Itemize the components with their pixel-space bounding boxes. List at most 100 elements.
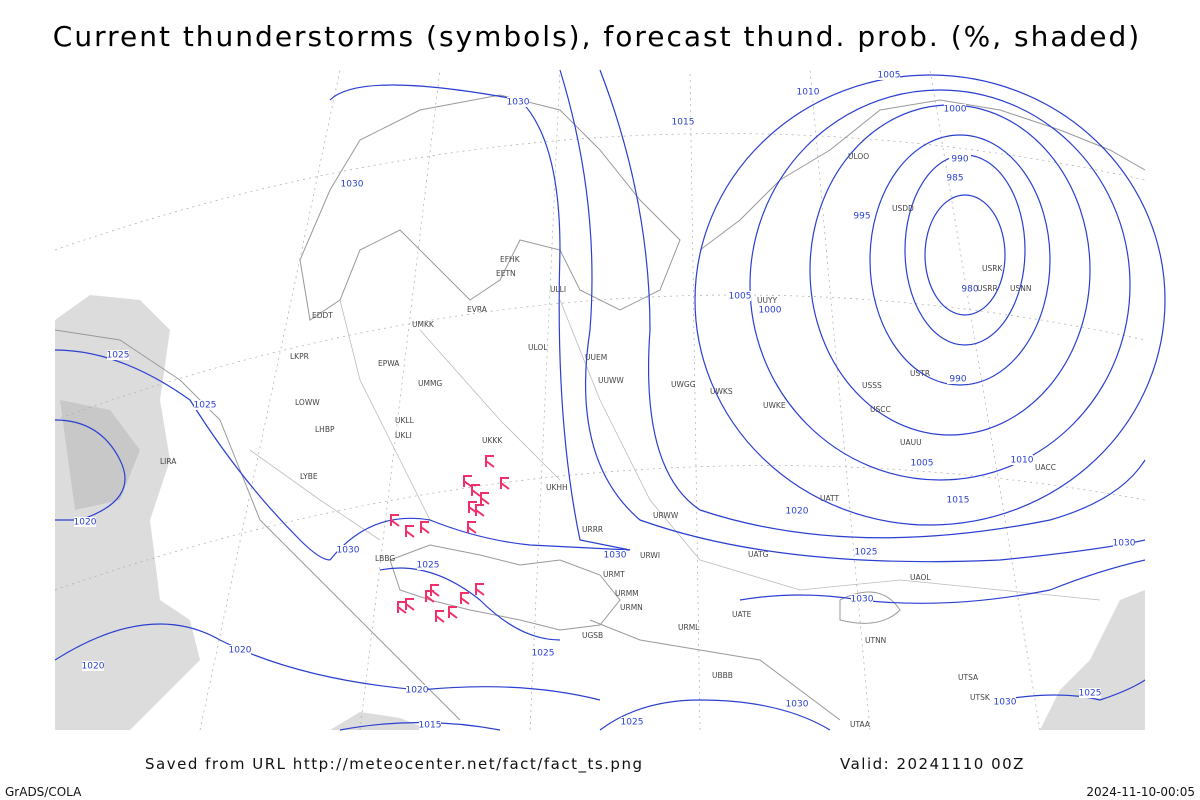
isobar-label-bg [621, 717, 643, 727]
isobar-label: 995 [853, 212, 870, 222]
station-label: EVRA [467, 305, 488, 314]
station-label: USTR [910, 369, 930, 378]
thunderstorm-symbol [420, 521, 430, 534]
isobar-label-bg [107, 350, 129, 360]
isobar-label-bg [947, 495, 969, 505]
title: Current thunderstorms (symbols), forecas… [53, 20, 1141, 53]
thunderstorm-symbol [425, 590, 435, 603]
station-label: UKLL [395, 416, 415, 425]
isobar-label-bg [851, 594, 873, 604]
station-label: UTNN [865, 636, 886, 645]
thunderstorm-symbols [390, 455, 510, 623]
timestamp: 2024-11-10-00:05 [1086, 785, 1195, 799]
isobar-label: 1010 [1011, 456, 1034, 466]
isobar-label: 1015 [947, 496, 970, 506]
isobar-label-bg [341, 179, 363, 189]
station-label: UBBB [712, 671, 733, 680]
isobar-label: 1020 [74, 518, 97, 528]
credit: GrADS/COLA [5, 785, 82, 799]
isobar-label: 1020 [229, 646, 252, 656]
station-label: UWKS [710, 387, 733, 396]
isobar-label: 980 [961, 285, 978, 295]
thunderstorm-symbol [405, 525, 415, 538]
station-label: URML [678, 623, 700, 632]
station-label: ULLI [550, 285, 566, 294]
station-label: UKKK [482, 436, 503, 445]
station-label: URRR [582, 525, 603, 534]
isobar-label-bg [959, 284, 981, 294]
isobar-label: 1010 [797, 88, 820, 98]
isobar-label-bg [1079, 688, 1101, 698]
isobar-label-bg [417, 560, 439, 570]
isobar-label: 1030 [851, 595, 874, 605]
borders [249, 299, 1101, 601]
isobar-label: 1020 [82, 662, 105, 672]
station-label: UTAA [850, 720, 871, 729]
isobar-label-bg [786, 506, 808, 516]
labels: 1030 1015 1010 1005 1000 990 985 995 980 990 1005 1… [74, 70, 1136, 731]
isobar-label-bg [672, 117, 694, 127]
isobar-label-bg [759, 305, 781, 315]
isobar-label: 985 [946, 174, 963, 184]
isobar-label-bg [82, 661, 104, 671]
station-label: EPWA [378, 359, 400, 368]
station-label: URWW [653, 511, 679, 520]
isobar-label: 1005 [911, 459, 934, 469]
isobar-label-bg [507, 97, 529, 107]
isobar-label-bg [1011, 455, 1033, 465]
isobar-label-bg [797, 87, 819, 97]
thunderstorm-symbol [471, 484, 481, 497]
isobar-label: 1030 [604, 551, 627, 561]
isobar-label: 990 [951, 155, 968, 165]
isobar-label: 1025 [194, 401, 217, 411]
isobar-label: 1020 [786, 507, 809, 517]
thunderstorm-symbol [467, 521, 477, 534]
station-label: EETN [496, 269, 516, 278]
valid-time: Valid: 20241110 00Z [840, 755, 1025, 773]
station-label: UTSA [958, 673, 979, 682]
isobar-label: 990 [949, 375, 966, 385]
isobar-label: 1025 [855, 548, 878, 558]
thunderstorm-symbol [460, 592, 470, 605]
station-label: LYBE [300, 472, 318, 481]
isobar-label-bg [944, 173, 966, 183]
thunderstorm-symbol [397, 601, 407, 614]
isobar-label: 1025 [621, 718, 644, 728]
isobar-label-bg [994, 697, 1016, 707]
isobar-label: 1030 [786, 700, 809, 710]
thunderstorm-symbol [475, 583, 485, 596]
isobar-label: 1020 [406, 686, 429, 696]
isobar-label: 1030 [1113, 539, 1136, 549]
isobar-label-bg [949, 154, 971, 164]
thunderstorm-symbol [435, 610, 445, 623]
thunderstorm-symbol [480, 492, 490, 505]
isobar-label-bg [947, 374, 969, 384]
thunderstorm-symbol [390, 514, 400, 527]
station-label: UMKK [412, 320, 435, 329]
isobar-label: 1005 [729, 292, 752, 302]
isobar-label-bg [194, 400, 216, 410]
isobar-label: 1025 [1079, 689, 1102, 699]
thunderstorm-symbol [405, 598, 415, 611]
station-label: URMN [620, 603, 643, 612]
isobar-label: 1025 [107, 351, 130, 361]
station-label: LIRA [160, 457, 177, 466]
station-label: UAUU [900, 438, 922, 447]
isobar-label-bg [878, 70, 900, 80]
isobar-label-bg [419, 720, 441, 730]
isobar-label: 1030 [341, 180, 364, 190]
isobar-label: 1015 [419, 721, 442, 731]
station-label: URMT [603, 570, 625, 579]
station-label: USSS [862, 381, 882, 390]
isobar-label: 1030 [994, 698, 1017, 708]
isobar-label: 1025 [417, 561, 440, 571]
station-label: UMMG [418, 379, 442, 388]
isobar-label-bg [944, 104, 966, 114]
isobar-label-bg [855, 547, 877, 557]
isobar-label-bg [729, 291, 751, 301]
thunderstorm-symbol [485, 455, 495, 468]
isobar-label: 1025 [532, 649, 555, 659]
station-label: URMM [615, 589, 639, 598]
isobar-label-bg [337, 545, 359, 555]
